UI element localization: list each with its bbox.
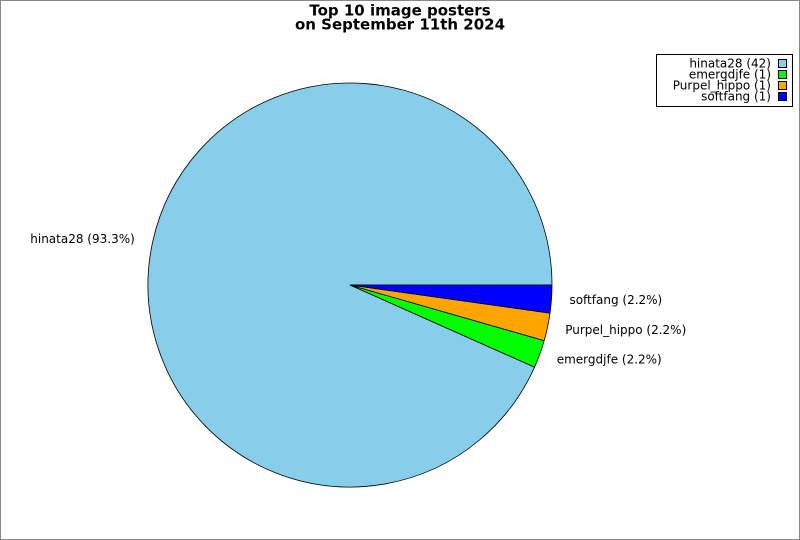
legend-label: hinata28 (42) [689, 57, 771, 71]
legend-label: softfang (1) [701, 90, 771, 104]
legend-label: Purpel_hippo (1) [673, 79, 771, 93]
legend-swatch [778, 81, 787, 90]
legend-label: emergdjfe (1) [689, 68, 771, 82]
legend-swatch [778, 59, 787, 68]
slice-label: softfang (2.2%) [569, 293, 662, 307]
chart-title: Top 10 image posters [309, 2, 490, 20]
legend-swatch [778, 70, 787, 79]
legend-swatch [778, 92, 787, 101]
slice-label: Purpel_hippo (2.2%) [565, 323, 686, 337]
slice-label: hinata28 (93.3%) [30, 232, 135, 246]
pie-slice [349, 284, 553, 314]
chart-subtitle: on September 11th 2024 [295, 16, 505, 34]
slice-label: emergdjfe (2.2%) [557, 353, 662, 367]
legend-box [656, 54, 793, 107]
